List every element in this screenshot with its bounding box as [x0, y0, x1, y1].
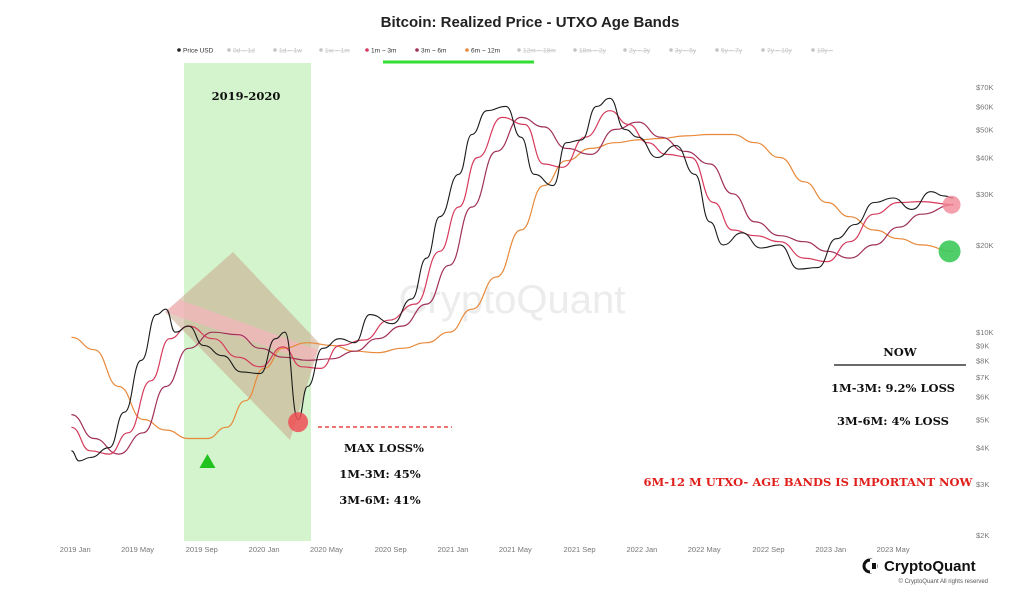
- legend-marker: [761, 48, 765, 52]
- x-tick-label: 2019 May: [121, 545, 154, 554]
- highlight-band-label: 2019-2020: [212, 89, 281, 103]
- max-loss-3m6m: 3M-6M: 41%: [339, 493, 420, 507]
- brand-logo-icon-bar: [872, 563, 876, 569]
- x-tick-label: 2019 Sep: [186, 545, 218, 554]
- legend-marker: [415, 48, 419, 52]
- legend-marker: [715, 48, 719, 52]
- legend-marker: [177, 48, 181, 52]
- important-note: 6M-12 M UTXO- AGE BANDS IS IMPORTANT NOW: [644, 475, 974, 489]
- x-tick-label: 2023 May: [877, 545, 910, 554]
- series-line-1m-3m: [71, 110, 954, 455]
- y-tick-label: $6K: [976, 393, 989, 402]
- y-axis: $70K $60K $50K $40K $30K $20K $10K $9K $8K $7K $6K…: [976, 83, 994, 540]
- legend-item-label: 1m ~ 3m: [371, 48, 396, 55]
- now-price-marker: [942, 195, 961, 214]
- legend-marker: [669, 48, 673, 52]
- brand-logo: [862, 558, 878, 574]
- legend-marker: [623, 48, 627, 52]
- x-tick-label: 2022 Jan: [626, 545, 657, 554]
- legend-marker: [273, 48, 277, 52]
- legend-item-label: 3y ~ 5y: [675, 48, 697, 55]
- markers: [199, 195, 961, 468]
- legend-item-label: Price USD: [183, 48, 214, 55]
- legend-item-label: 3m ~ 6m: [421, 48, 446, 55]
- y-tick-label: $50K: [976, 125, 994, 134]
- y-tick-label: $9K: [976, 341, 989, 350]
- legend-item-label: 5y ~ 7y: [721, 48, 743, 55]
- now-1m3m: 1M-3M: 9.2% LOSS: [831, 381, 955, 395]
- legend-item-label: 6m ~ 12m: [471, 48, 500, 55]
- y-tick-label: $2K: [976, 531, 989, 540]
- legend-marker: [227, 48, 231, 52]
- consolidation-diamond-top-edge: [165, 300, 318, 362]
- y-tick-label: $7K: [976, 373, 989, 382]
- y-tick-label: $60K: [976, 102, 994, 111]
- series-line-price-usd: [71, 97, 954, 462]
- brand-copyright: © CryptoQuant All rights reserved: [899, 578, 988, 585]
- x-tick-label: 2020 May: [310, 545, 343, 554]
- y-tick-label: $40K: [976, 154, 994, 163]
- legend-item-label: 0d ~ 1d: [233, 48, 255, 55]
- y-tick-label: $4K: [976, 444, 989, 453]
- now-3m6m: 3M-6M: 4% LOSS: [837, 414, 949, 428]
- chart-title: Bitcoin: Realized Price - UTXO Age Bands: [381, 14, 680, 31]
- watermark: CryptoQuant: [399, 278, 626, 322]
- legend-item-label: 1d ~ 1w: [279, 48, 302, 55]
- y-tick-label: $30K: [976, 190, 994, 199]
- series-line-3m-6m: [71, 116, 954, 455]
- x-tick-label: 2020 Sep: [375, 545, 407, 554]
- x-tick-label: 2019 Jan: [60, 545, 91, 554]
- up-triangle-marker: [199, 454, 216, 468]
- legend-marker: [517, 48, 521, 52]
- now-title: NOW: [883, 345, 918, 359]
- legend-marker: [365, 48, 369, 52]
- x-tick-label: 2022 May: [688, 545, 721, 554]
- max-loss-marker: [288, 412, 309, 433]
- legend-item-label: 12m ~ 18m: [523, 48, 556, 55]
- y-tick-label: $3K: [976, 480, 989, 489]
- series-group: [71, 97, 954, 462]
- x-axis: 2019 Jan 2019 May 2019 Sep 2020 Jan 2020 May…: [60, 545, 910, 554]
- y-tick-label: $5K: [976, 416, 989, 425]
- y-tick-label: $8K: [976, 356, 989, 365]
- legend-item-label: 7y ~ 10y: [767, 48, 793, 55]
- x-tick-label: 2021 Jan: [438, 545, 469, 554]
- y-tick-label: $10K: [976, 328, 994, 337]
- legend-marker: [319, 48, 323, 52]
- x-tick-label: 2021 Sep: [563, 545, 595, 554]
- brand-name: CryptoQuant: [884, 558, 976, 575]
- x-tick-label: 2022 Sep: [752, 545, 784, 554]
- legend-marker: [573, 48, 577, 52]
- legend-item-label: 10y ~: [817, 48, 833, 55]
- now-6m12m-marker: [938, 240, 961, 263]
- legend-item-label: 1w ~ 1m: [325, 48, 350, 55]
- legend-marker: [465, 48, 469, 52]
- legend: Price USD 0d ~ 1d 1d ~ 1w 1w ~ 1m 1m ~ 3m 3m …: [177, 48, 833, 64]
- legend-item-label: 2y ~ 3y: [629, 48, 651, 55]
- y-tick-label: $20K: [976, 241, 994, 250]
- max-loss-title: MAX LOSS%: [344, 441, 424, 455]
- x-tick-label: 2020 Jan: [249, 545, 280, 554]
- series-line-6m-12m: [71, 133, 954, 440]
- max-loss-1m3m: 1M-3M: 45%: [339, 467, 420, 481]
- x-tick-label: 2023 Jan: [815, 545, 846, 554]
- consolidation-diamond: [165, 252, 320, 440]
- x-tick-label: 2021 May: [499, 545, 532, 554]
- legend-marker: [811, 48, 815, 52]
- y-tick-label: $70K: [976, 83, 994, 92]
- legend-item-label: 18m ~ 2y: [579, 48, 607, 55]
